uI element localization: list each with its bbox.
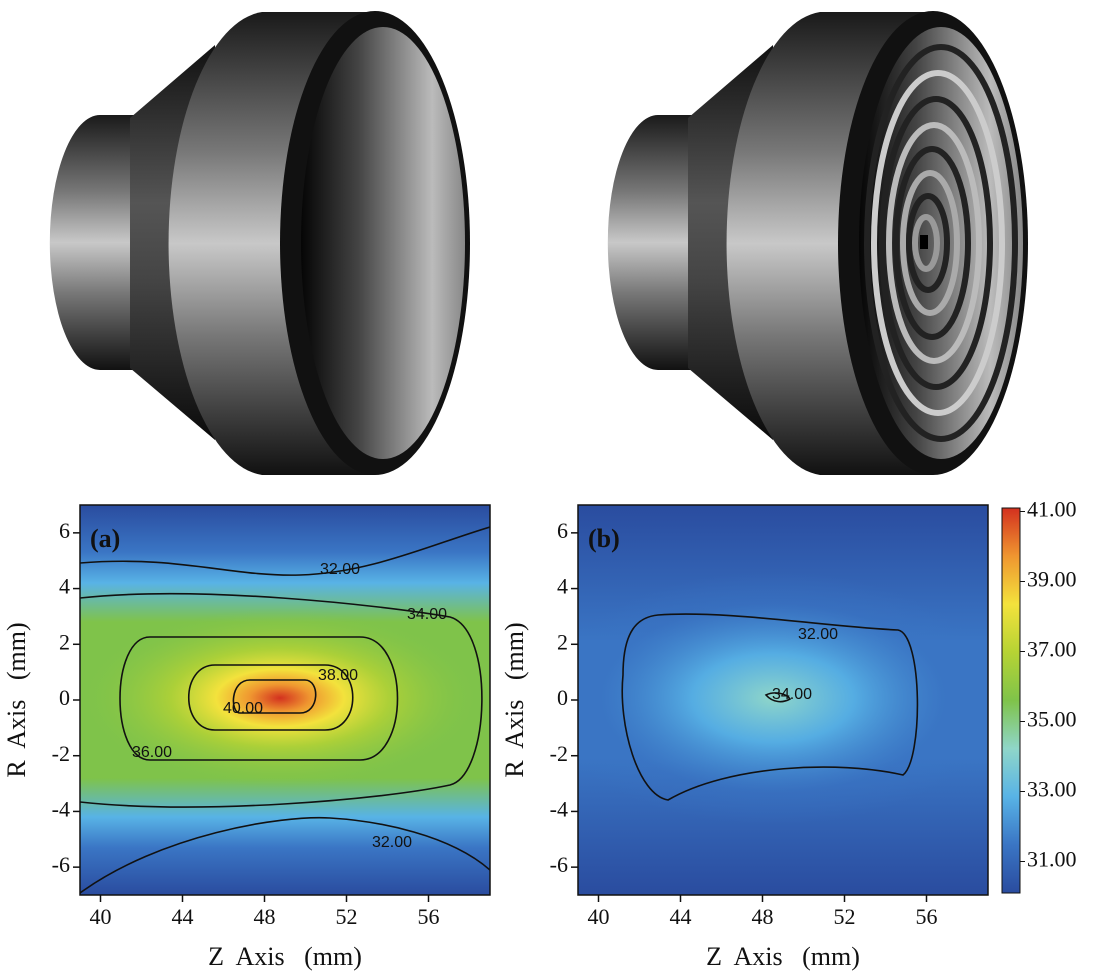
y-tick-label: -4 (550, 796, 568, 821)
contour-line (80, 526, 490, 576)
x-tick-label: 52 (336, 904, 358, 929)
contour-line (232, 679, 317, 714)
contour-line (119, 636, 399, 761)
y-tick-label: -2 (52, 741, 70, 766)
y-tick-label: 6 (59, 518, 70, 543)
y-tick-label: -6 (52, 852, 70, 877)
contour-label: 32.00 (372, 834, 412, 851)
contour-label: 40.00 (223, 700, 263, 717)
y-tick-label: 2 (59, 629, 70, 654)
y-tick-label: 4 (557, 574, 568, 599)
contour-label: 32.00 (320, 561, 360, 578)
contour-line (80, 592, 483, 808)
x-tick-label: 40 (90, 904, 112, 929)
render-smooth (49, 11, 470, 475)
x-tick-label: 44 (172, 904, 194, 929)
x-tick-label: 56 (916, 904, 938, 929)
contour-line (80, 816, 490, 894)
render-grooved (607, 11, 1028, 475)
colorbar-tick-label: 31.00 (1027, 847, 1077, 872)
x-tick-label: 44 (670, 904, 692, 929)
y-tick-label: -6 (550, 852, 568, 877)
x-tick-label: 56 (418, 904, 440, 929)
contour-line (621, 613, 919, 801)
heatmap-core (578, 505, 988, 895)
x-tick-label: 52 (834, 904, 856, 929)
x-tick-label: 40 (588, 904, 610, 929)
plot-area: 32.00 34.00 36.00 38.00 40.00 32.00 (80, 505, 490, 895)
contour-line (764, 692, 792, 703)
contour-label: 32.00 (798, 626, 838, 643)
panel-label: (b) (588, 524, 620, 553)
colorbar-tick-label: 41.00 (1027, 497, 1077, 522)
contour-label: 34.00 (772, 686, 812, 703)
x-axis-title: Z Axis (mm) (706, 942, 860, 971)
colorbar-tick-label: 39.00 (1027, 567, 1077, 592)
x-tick-label: 48 (254, 904, 276, 929)
colorbar-tick-label: 33.00 (1027, 777, 1077, 802)
colorbar-tick-label: 35.00 (1027, 707, 1077, 732)
colorbar-tick-label: 37.00 (1027, 637, 1077, 662)
colorbar (1001, 507, 1021, 894)
y-tick-label: 2 (557, 629, 568, 654)
y-tick-label: -4 (52, 796, 70, 821)
y-tick-label: 4 (59, 574, 70, 599)
y-axis-title: R Axis (mm) (500, 622, 529, 777)
plot-area: 32.00 34.00 (578, 505, 988, 895)
contour-label: 38.00 (318, 667, 358, 684)
x-tick-label: 48 (752, 904, 774, 929)
heatmap-core (80, 505, 490, 895)
contour-label: 36.00 (132, 744, 172, 761)
y-tick-label: 6 (557, 518, 568, 543)
y-tick-label: -2 (550, 741, 568, 766)
x-axis-title: Z Axis (mm) (208, 942, 362, 971)
contour-label: 34.00 (407, 606, 447, 623)
y-axis-title: R Axis (mm) (2, 622, 31, 777)
y-tick-label: 0 (59, 685, 70, 710)
y-tick-label: 0 (557, 685, 568, 710)
contour-line (187, 664, 354, 731)
panel-label: (a) (90, 524, 120, 553)
